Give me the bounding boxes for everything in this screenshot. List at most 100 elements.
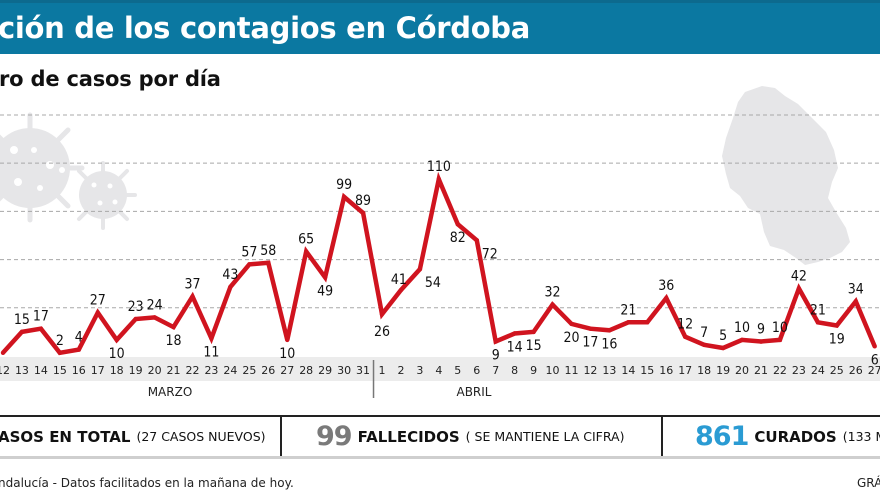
data-label: 10 [109, 346, 125, 362]
x-tick-label: 15 [640, 364, 654, 377]
x-tick-label: 29 [318, 364, 332, 377]
x-tick-label: 5 [454, 364, 461, 377]
x-tick-label: 30 [337, 364, 351, 377]
data-label: 58 [260, 243, 276, 259]
data-point [247, 262, 252, 267]
data-point [758, 339, 764, 344]
data-point [304, 249, 309, 254]
x-tick-label: 25 [242, 364, 256, 377]
data-label: 11 [203, 344, 219, 360]
data-point [701, 342, 707, 347]
data-point [796, 286, 802, 291]
data-label: 99 [336, 177, 352, 193]
data-point [720, 345, 726, 351]
x-tick-label: 22 [773, 364, 787, 377]
x-tick-label: 13 [15, 364, 29, 377]
data-point [815, 320, 821, 325]
coronavirus-icon [0, 112, 85, 223]
data-point [322, 275, 328, 280]
x-tick-label: 17 [91, 364, 105, 377]
x-tick-label: 20 [148, 364, 162, 377]
data-point [266, 260, 271, 265]
month-labels: MARZO ABRIL [148, 385, 492, 399]
x-tick-label: 18 [697, 364, 711, 377]
x-tick-label: 26 [849, 364, 863, 377]
data-point [872, 344, 877, 349]
source-note: ndalucía - Datos facilitados en la mañan… [0, 476, 294, 490]
x-tick-label: 8 [511, 364, 518, 377]
x-tick-label: 27 [868, 364, 880, 377]
x-tick-label: 14 [34, 364, 48, 377]
x-tick-label: 7 [492, 364, 499, 377]
stats-divider [280, 417, 282, 456]
x-tick-label: 26 [261, 364, 275, 377]
data-label: 15 [526, 338, 542, 354]
chart-subtitle: ro de casos por día [0, 67, 221, 91]
data-label: 17 [582, 335, 598, 351]
data-point [19, 329, 25, 335]
recovered-number: 861 [695, 421, 749, 452]
x-tick-label: 9 [530, 364, 537, 377]
deaths-label: FALLECIDOS [357, 427, 460, 446]
x-tick-label: 3 [416, 364, 423, 377]
data-label: 65 [298, 232, 314, 248]
data-label: 17 [33, 309, 49, 325]
data-label: 14 [507, 340, 523, 356]
data-label: 21 [810, 302, 826, 318]
x-tick-label: 6 [473, 364, 480, 377]
total-cases-label: ASOS EN TOTAL [0, 427, 131, 446]
data-label: 26 [374, 324, 390, 340]
data-point [645, 320, 650, 325]
data-point [512, 331, 517, 336]
data-label: 16 [601, 336, 617, 352]
x-tick-label: 16 [72, 364, 86, 377]
data-point [455, 222, 460, 227]
x-tick-label: 16 [659, 364, 673, 377]
data-label: 9 [757, 322, 765, 338]
data-label: 6 [871, 352, 879, 368]
x-tick-label: 10 [546, 364, 560, 377]
data-label: 110 [427, 159, 451, 175]
data-label: 34 [848, 281, 864, 297]
x-tick-label: 21 [754, 364, 768, 377]
data-label: 18 [166, 333, 182, 349]
data-label: 36 [658, 278, 674, 294]
data-label: 12 [677, 317, 693, 333]
data-label: 9 [492, 348, 500, 364]
x-tick-label: 13 [602, 364, 616, 377]
x-tick-label: 12 [583, 364, 597, 377]
data-point [493, 339, 498, 344]
data-label: 15 [14, 312, 30, 328]
month-label: ABRIL [456, 385, 491, 399]
data-point [739, 337, 745, 343]
coronavirus-small-icon [77, 161, 137, 230]
x-tick-label: 19 [716, 364, 730, 377]
deaths-note: ( SE MANTIENE LA CIFRA) [465, 429, 625, 444]
data-points [0, 177, 877, 355]
chart-title: ción de los contagios en Córdoba [0, 11, 531, 45]
stats-bar: ASOS EN TOTAL (27 CASOS NUEVOS) 99 FALLE… [0, 415, 880, 459]
data-point [190, 294, 195, 299]
x-tick-label: 24 [223, 364, 237, 377]
stat-deaths: 99 FALLECIDOS ( SE MANTIENE LA CIFRA) [316, 417, 624, 456]
data-point [114, 337, 119, 343]
total-cases-note: (27 CASOS NUEVOS) [136, 429, 266, 444]
data-point [588, 326, 593, 331]
data-point [436, 177, 442, 182]
data-label: 4 [75, 330, 83, 346]
data-label: 37 [184, 277, 200, 293]
data-point [209, 336, 214, 341]
x-tick-label: 1 [379, 364, 386, 377]
data-label: 49 [317, 283, 333, 299]
x-tick-label: 12 [0, 364, 10, 377]
data-label: 24 [147, 297, 163, 313]
month-label: MARZO [148, 385, 193, 399]
data-label: 10 [279, 346, 295, 362]
data-label: 72 [482, 246, 498, 262]
x-axis-band [0, 357, 880, 381]
x-tick-label: 17 [678, 364, 692, 377]
data-point [379, 312, 385, 317]
x-tick-label: 2 [397, 364, 404, 377]
data-point [853, 299, 858, 304]
data-point [417, 267, 423, 272]
